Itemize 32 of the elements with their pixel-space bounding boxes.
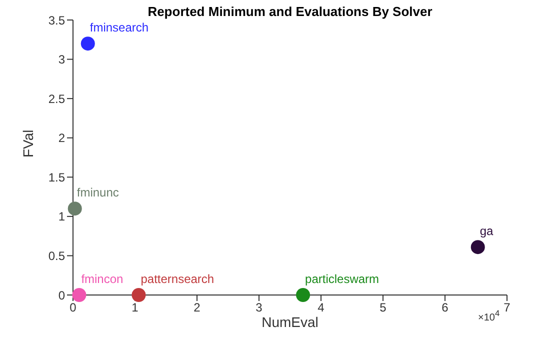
series-label: fminsearch [90, 20, 149, 35]
y-tick-label: 2.5 [48, 92, 66, 106]
series-label: particleswarm [305, 272, 380, 286]
x-tick-label: 6 [442, 300, 449, 315]
point [80, 36, 95, 51]
x-tick-label: 3 [256, 300, 263, 315]
x-axis-title: NumEval [262, 314, 318, 330]
y-tick-label: 2 [58, 131, 66, 146]
x-tick-label: 1 [132, 300, 139, 315]
point [470, 240, 485, 254]
text: ×10$^{4}$ [478, 308, 500, 324]
y-tick-label: 3.5 [48, 13, 66, 28]
series-label: fmincon [81, 272, 124, 286]
y-axis-title: FVal [20, 130, 36, 158]
x-tick-label: 7 [504, 300, 511, 315]
series-label: ga [480, 224, 494, 238]
point [68, 202, 82, 216]
y-tick-label: 1.5 [48, 170, 66, 184]
x-tick-label: 5 [380, 300, 387, 315]
series-label: patternsearch [140, 272, 214, 286]
point [72, 288, 86, 302]
y-tick-label: 1 [58, 210, 66, 224]
point [132, 288, 146, 302]
x-tick-label: 4 [318, 300, 325, 315]
y-tick-label: 3 [58, 52, 66, 67]
chart-title: Reported Minimum and Evaluations By Solver [146, 4, 434, 19]
point [296, 288, 310, 302]
x-tick-label: 0 [70, 300, 77, 315]
series-label: fminunc [76, 186, 119, 200]
y-tick-label: 0 [58, 288, 66, 302]
y-tick-label: 0.5 [48, 248, 66, 263]
x-tick-label: 2 [194, 300, 201, 315]
